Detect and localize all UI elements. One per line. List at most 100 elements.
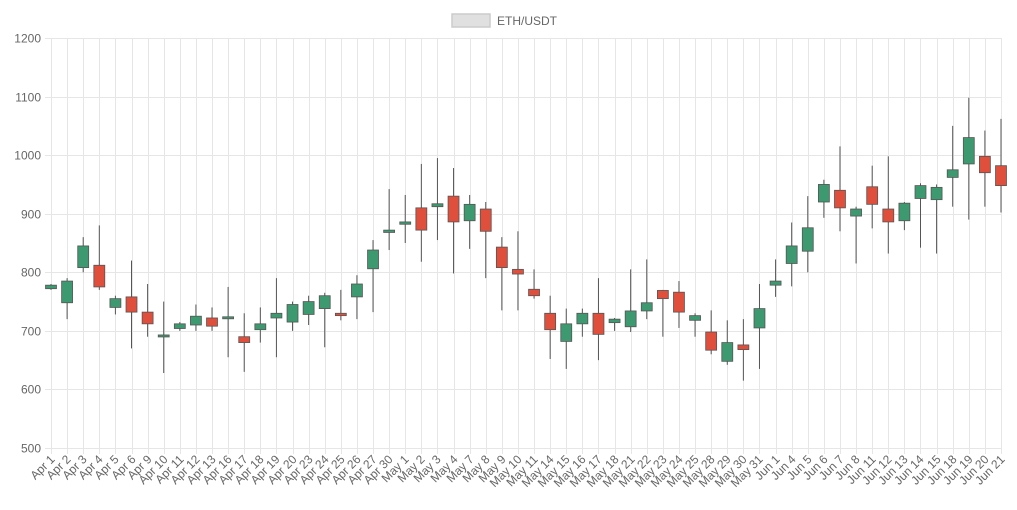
candle-up [190, 304, 202, 331]
candle-body [721, 342, 734, 362]
candle-body [834, 189, 846, 209]
candle-down [656, 289, 669, 337]
candle-up [608, 317, 621, 331]
y-tick-label: 1000 [14, 149, 41, 163]
candle-down [141, 284, 154, 337]
candle-body [415, 207, 428, 231]
y-axis: 500 600 700 800 900 1000 1100 1200 [14, 32, 41, 456]
candle-up [962, 97, 975, 220]
candle-down [528, 269, 540, 299]
candle-body [77, 245, 90, 269]
candle-down [447, 168, 460, 274]
candle-body [882, 208, 895, 223]
candle-down [866, 165, 879, 229]
candle-body [673, 291, 685, 313]
candle-body [431, 203, 444, 208]
candle-body [157, 334, 170, 338]
candle-down [125, 260, 138, 349]
candle-body [383, 229, 396, 233]
candle-body [61, 280, 73, 304]
candle-up [689, 313, 701, 337]
candle-body [109, 298, 122, 308]
candle-down [737, 319, 750, 381]
candle-body [624, 310, 637, 328]
candle-body [979, 155, 991, 174]
candle-up [785, 222, 798, 287]
legend[interactable]: ETH/USDT [451, 13, 558, 28]
candle-body [334, 312, 347, 317]
grid [45, 38, 1002, 454]
candle-up [61, 278, 73, 320]
candle-up [254, 307, 267, 343]
candle-body [995, 165, 1007, 187]
candle-down [834, 146, 846, 232]
y-tick-label: 600 [21, 383, 41, 397]
y-tick-label: 1200 [14, 32, 41, 46]
candle-body [238, 336, 251, 343]
candle-body [125, 296, 138, 313]
candle-up [914, 183, 927, 248]
candle-up [801, 196, 814, 273]
candle-up [753, 284, 766, 369]
candle-down [592, 278, 605, 361]
candle-body [222, 316, 234, 320]
candle-body [447, 195, 460, 223]
candle-body [914, 185, 927, 199]
candle-up [157, 301, 170, 374]
candle-down [238, 313, 251, 372]
candle-body [818, 184, 830, 203]
candle-body [495, 246, 508, 269]
candle-body [141, 311, 154, 325]
candle-body [946, 169, 959, 178]
candle-body [45, 284, 57, 290]
candle-body [254, 323, 267, 331]
candle-body [270, 312, 283, 319]
candle-body [512, 268, 524, 275]
candle-body [850, 208, 862, 217]
candle-up [431, 158, 444, 241]
candle-body [640, 302, 653, 312]
candle-down [544, 295, 557, 359]
candle-down [206, 307, 218, 331]
candle-body [367, 249, 379, 270]
candle-body [737, 344, 750, 350]
candle-body [528, 288, 540, 297]
candle-down [415, 163, 428, 262]
candle-up [818, 179, 830, 218]
candle-body [206, 317, 218, 327]
candle-up [946, 125, 959, 207]
candle-body [608, 318, 621, 324]
candle-down [882, 156, 895, 254]
candle-down [93, 225, 106, 290]
y-tick-label: 1100 [15, 91, 41, 105]
candle-body [544, 312, 557, 331]
y-tick-label: 800 [21, 266, 41, 280]
candle-up [383, 189, 396, 251]
candle-body [560, 323, 573, 342]
candle-up [721, 320, 734, 365]
candle-up [109, 295, 122, 315]
y-tick-label: 500 [21, 442, 41, 456]
candle-up [560, 308, 573, 369]
legend-color-box [451, 13, 491, 28]
candle-up [173, 322, 186, 331]
candle-body [479, 208, 492, 232]
candle-up [318, 292, 331, 348]
candles [45, 97, 1007, 381]
candle-body [962, 137, 975, 165]
y-tick-label: 700 [21, 325, 41, 339]
candle-body [399, 221, 412, 225]
candle-body [705, 331, 718, 351]
candle-up [850, 206, 862, 264]
candle-down [495, 237, 508, 311]
candle-down [705, 310, 718, 355]
candle-up [302, 295, 315, 325]
candle-body [190, 315, 202, 326]
candle-body [866, 186, 879, 205]
candle-up [898, 202, 911, 231]
candle-up [463, 194, 476, 249]
candle-down [673, 281, 685, 328]
candle-body [302, 301, 315, 315]
